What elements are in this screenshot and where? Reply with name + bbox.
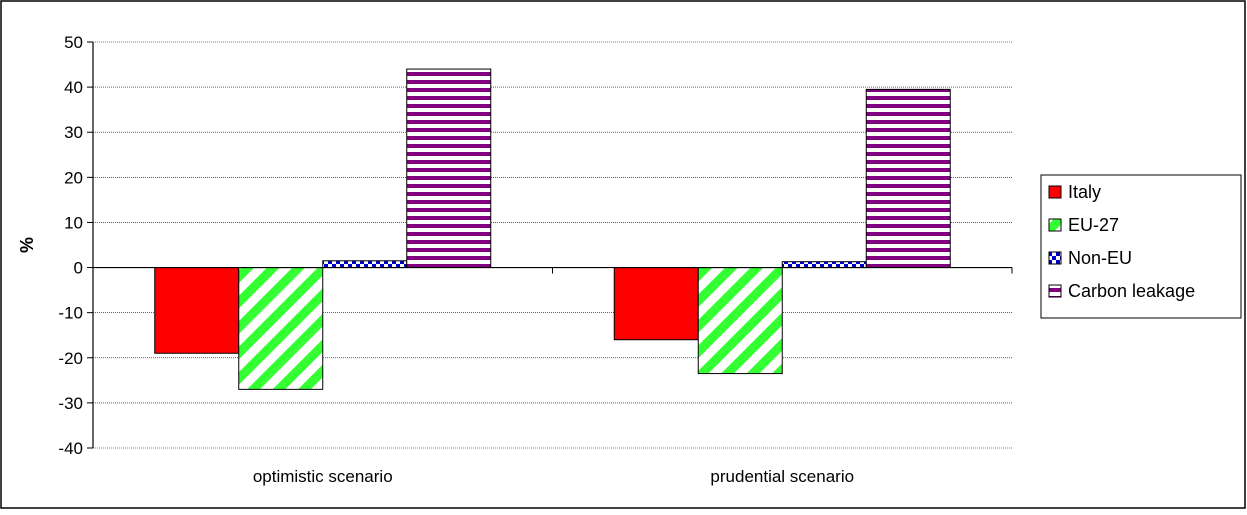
legend-label: Carbon leakage — [1068, 281, 1195, 301]
legend-swatch — [1048, 251, 1062, 265]
bar-italy — [154, 267, 240, 354]
y-axis-label: % — [17, 237, 37, 253]
y-tick-label: 40 — [64, 78, 83, 97]
bar-eu-27 — [238, 267, 324, 390]
legend-label: Italy — [1068, 182, 1101, 202]
y-tick-label: 30 — [64, 123, 83, 142]
y-tick-label: -40 — [58, 439, 83, 458]
bar-non-eu — [322, 260, 408, 269]
legend: Italy EU-27 Non-EU Carbon leakage — [1040, 174, 1242, 319]
legend-box — [1040, 174, 1242, 319]
legend-label: EU-27 — [1068, 215, 1119, 235]
y-tick-label: 20 — [64, 168, 83, 187]
bar-non-eu — [781, 261, 867, 269]
bar-italy — [613, 267, 699, 341]
bar-carbon-leakage — [865, 88, 951, 269]
y-tick-label: 10 — [64, 213, 83, 232]
legend-swatch — [1048, 284, 1062, 298]
bar-eu-27 — [697, 267, 783, 375]
legend-swatch — [1048, 218, 1062, 232]
y-tick-label: -10 — [58, 304, 83, 323]
y-tick-label: 50 — [64, 33, 83, 52]
legend-label: Non-EU — [1068, 248, 1132, 268]
axes — [87, 41, 1013, 449]
bar-carbon-leakage — [406, 68, 492, 269]
y-tick-label: -20 — [58, 349, 83, 368]
y-tick-label: 0 — [74, 259, 83, 278]
legend-swatch — [1048, 185, 1062, 199]
x-tick-label: optimistic scenario — [253, 467, 393, 486]
y-tick-label: -30 — [58, 394, 83, 413]
tick-labels: 50 40 30 20 10 0 -10 -20 -30 -40 optimistic scenar… — [58, 33, 854, 486]
x-tick-label: prudential scenario — [710, 467, 854, 486]
